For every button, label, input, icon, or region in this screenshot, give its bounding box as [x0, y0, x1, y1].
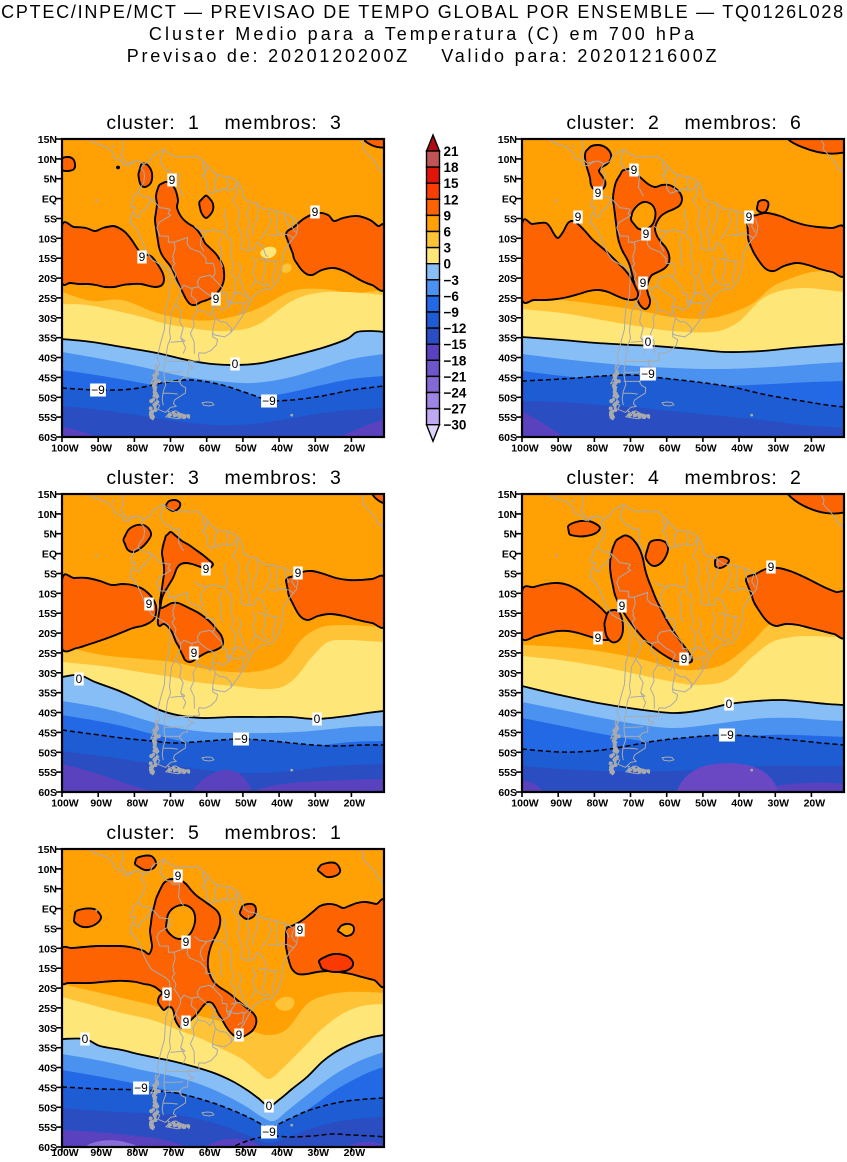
- svg-text:9: 9: [746, 210, 753, 224]
- svg-text:0: 0: [726, 697, 733, 711]
- svg-text:Previsao de: 2020120200Z Va: Previsao de: 2020120200Z Valido para: 20…: [127, 46, 720, 66]
- svg-text:9: 9: [643, 227, 650, 241]
- svg-text:−6: −6: [444, 289, 460, 304]
- svg-text:−18: −18: [444, 353, 467, 368]
- svg-text:−9: −9: [134, 1081, 148, 1095]
- svg-text:9: 9: [146, 597, 153, 611]
- svg-text:21: 21: [444, 144, 460, 159]
- svg-text:9: 9: [139, 250, 146, 264]
- svg-text:−30: −30: [444, 418, 467, 433]
- svg-text:−9: −9: [444, 305, 459, 320]
- svg-text:0: 0: [645, 335, 652, 349]
- svg-text:9: 9: [768, 560, 775, 574]
- svg-text:−9: −9: [262, 394, 276, 408]
- svg-text:9: 9: [175, 869, 182, 883]
- svg-text:6: 6: [444, 225, 452, 240]
- svg-text:cluster: 5 membros: 1: cluster: 5 membros: 1: [106, 822, 341, 844]
- svg-text:−9: −9: [262, 1125, 276, 1139]
- svg-text:9: 9: [444, 208, 452, 223]
- svg-text:0: 0: [232, 357, 239, 371]
- svg-text:−9: −9: [641, 367, 655, 381]
- svg-text:9: 9: [619, 599, 626, 613]
- svg-text:cluster: 4 membros: 2: cluster: 4 membros: 2: [566, 467, 801, 489]
- svg-text:0: 0: [76, 672, 83, 686]
- svg-text:12: 12: [444, 192, 459, 207]
- svg-text:−3: −3: [444, 273, 460, 288]
- svg-text:−9: −9: [91, 383, 105, 397]
- svg-text:9: 9: [183, 1015, 190, 1029]
- svg-text:9: 9: [575, 210, 582, 224]
- svg-text:9: 9: [191, 646, 198, 660]
- svg-text:18: 18: [444, 160, 460, 175]
- svg-text:9: 9: [595, 631, 602, 645]
- svg-text:cluster: 3 membros: 3: cluster: 3 membros: 3: [106, 467, 341, 489]
- svg-text:0: 0: [266, 1099, 273, 1113]
- svg-text:−9: −9: [720, 728, 734, 742]
- svg-text:0: 0: [444, 257, 452, 272]
- svg-text:9: 9: [295, 566, 302, 580]
- svg-text:cluster: 1 membros: 3: cluster: 1 membros: 3: [106, 112, 341, 134]
- svg-text:3: 3: [444, 241, 452, 256]
- svg-text:9: 9: [169, 173, 176, 187]
- svg-text:−15: −15: [444, 337, 467, 352]
- svg-text:9: 9: [640, 276, 647, 290]
- svg-text:9: 9: [681, 652, 688, 666]
- svg-text:−21: −21: [444, 369, 467, 384]
- svg-text:−27: −27: [444, 402, 467, 417]
- svg-text:9: 9: [595, 186, 602, 200]
- svg-text:9: 9: [236, 1028, 243, 1042]
- svg-text:9: 9: [213, 292, 220, 306]
- svg-text:Cluster Medio para a Temperatu: Cluster Medio para a Temperatura (C) em …: [149, 24, 697, 44]
- svg-text:−12: −12: [444, 321, 467, 336]
- svg-text:−9: −9: [234, 732, 248, 746]
- svg-text:cluster: 2 membros: 6: cluster: 2 membros: 6: [566, 112, 801, 134]
- svg-text:−24: −24: [444, 386, 467, 401]
- svg-text:9: 9: [631, 163, 638, 177]
- svg-text:9: 9: [297, 923, 304, 937]
- svg-text:9: 9: [312, 205, 319, 219]
- svg-text:0: 0: [82, 1032, 89, 1046]
- svg-text:9: 9: [203, 562, 210, 576]
- svg-text:9: 9: [183, 935, 190, 949]
- svg-text:9: 9: [164, 987, 171, 1001]
- svg-text:CPTEC/INPE/MCT — PREVISAO DE T: CPTEC/INPE/MCT — PREVISAO DE TEMPO GLOBA…: [1, 2, 845, 22]
- svg-text:0: 0: [314, 712, 321, 726]
- svg-text:15: 15: [444, 176, 460, 191]
